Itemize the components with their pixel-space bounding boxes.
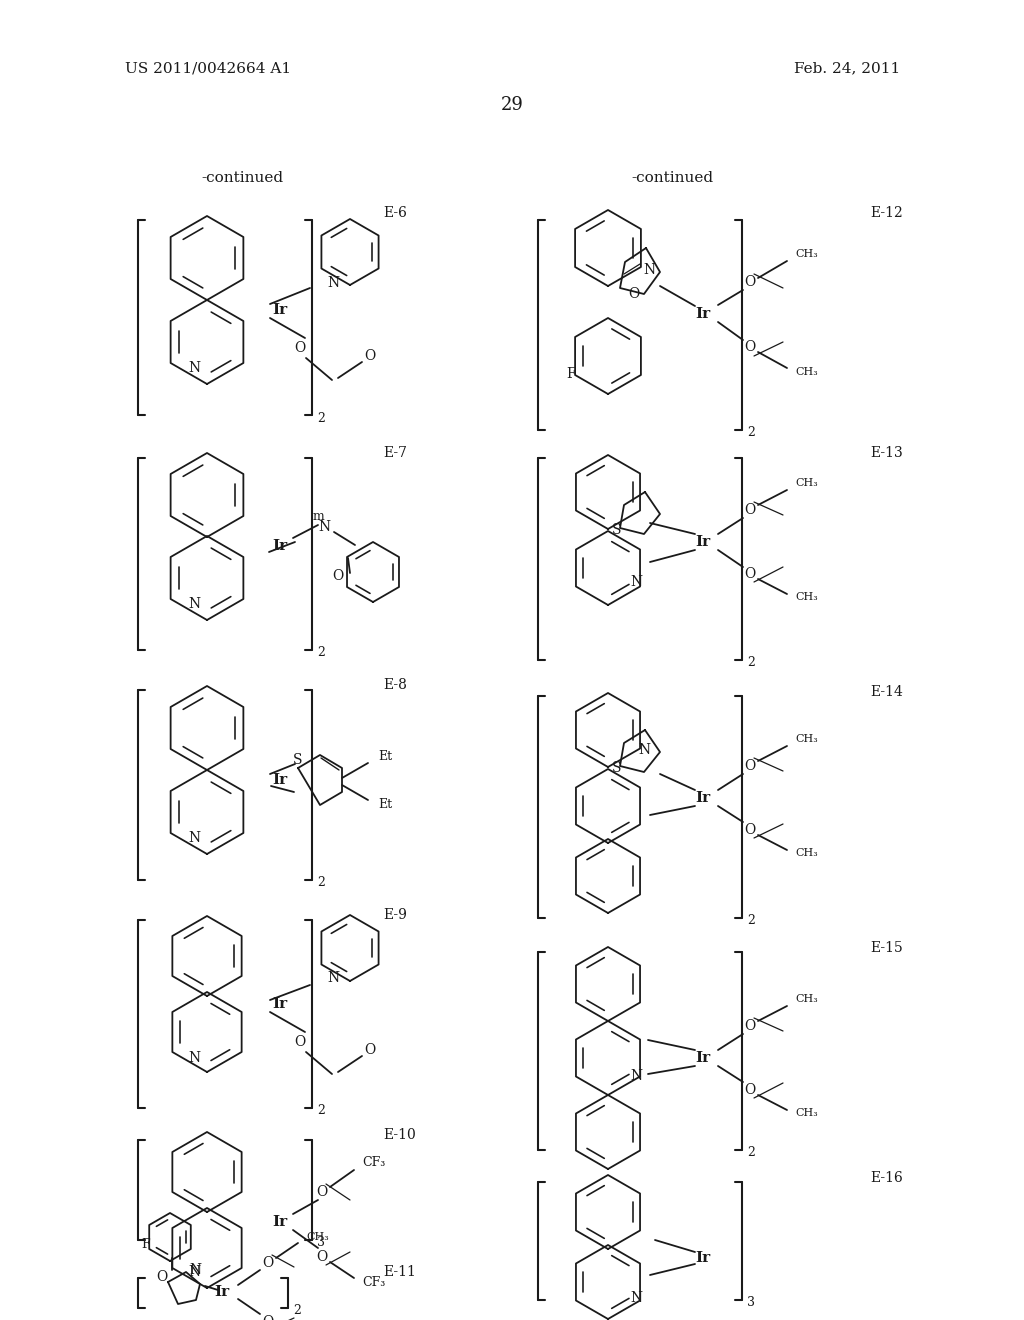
Text: O: O xyxy=(365,1043,376,1057)
Text: 2: 2 xyxy=(746,426,755,440)
Text: F: F xyxy=(566,367,575,381)
Text: Ir: Ir xyxy=(695,1251,711,1265)
Text: E-13: E-13 xyxy=(870,446,903,459)
Text: N: N xyxy=(188,1265,200,1279)
Text: N: N xyxy=(188,597,200,611)
Text: N: N xyxy=(630,576,642,589)
Text: N: N xyxy=(188,1051,200,1065)
Text: O: O xyxy=(629,286,640,301)
Text: E-14: E-14 xyxy=(870,685,903,700)
Text: E-11: E-11 xyxy=(383,1265,416,1279)
Text: 2: 2 xyxy=(746,915,755,928)
Text: E-7: E-7 xyxy=(383,446,407,459)
Text: N: N xyxy=(630,1069,642,1082)
Text: O: O xyxy=(294,341,305,355)
Text: N: N xyxy=(638,743,650,756)
Text: N: N xyxy=(188,360,200,375)
Text: Ir: Ir xyxy=(272,539,288,553)
Text: N: N xyxy=(189,1263,201,1276)
Text: S: S xyxy=(293,752,303,767)
Text: O: O xyxy=(744,1082,756,1097)
Text: m: m xyxy=(312,510,324,523)
Text: N: N xyxy=(327,276,339,290)
Text: F: F xyxy=(141,1238,151,1250)
Text: 2: 2 xyxy=(746,656,755,669)
Text: O: O xyxy=(744,759,756,774)
Text: Ir: Ir xyxy=(695,1051,711,1065)
Text: O: O xyxy=(744,503,756,517)
Text: 2: 2 xyxy=(317,647,325,660)
Text: O: O xyxy=(365,348,376,363)
Text: N: N xyxy=(630,1291,642,1305)
Text: E-10: E-10 xyxy=(383,1129,416,1142)
Text: O: O xyxy=(744,822,756,837)
Text: O: O xyxy=(262,1315,273,1320)
Text: O: O xyxy=(316,1250,328,1265)
Text: O: O xyxy=(262,1257,273,1270)
Text: CH₃: CH₃ xyxy=(795,994,818,1005)
Text: E-9: E-9 xyxy=(383,908,407,921)
Text: CF₃: CF₃ xyxy=(362,1156,385,1170)
Text: Ir: Ir xyxy=(272,1214,288,1229)
Text: CH₃: CH₃ xyxy=(306,1232,329,1242)
Text: Ir: Ir xyxy=(695,791,711,805)
Text: CH₃: CH₃ xyxy=(795,734,818,744)
Text: S: S xyxy=(612,762,622,775)
Text: Ir: Ir xyxy=(272,774,288,787)
Text: 29: 29 xyxy=(501,96,523,114)
Text: E-16: E-16 xyxy=(870,1171,903,1185)
Text: E-15: E-15 xyxy=(870,941,903,954)
Text: -continued: -continued xyxy=(201,172,283,185)
Text: O: O xyxy=(744,341,756,354)
Text: O: O xyxy=(316,1185,328,1199)
Text: N: N xyxy=(643,263,655,277)
Text: O: O xyxy=(294,1035,305,1049)
Text: O: O xyxy=(744,568,756,581)
Text: Ir: Ir xyxy=(695,308,711,321)
Text: Ir: Ir xyxy=(214,1284,229,1299)
Text: O: O xyxy=(157,1270,168,1284)
Text: 2: 2 xyxy=(317,876,325,890)
Text: 2: 2 xyxy=(317,1105,325,1118)
Text: 3: 3 xyxy=(746,1296,755,1309)
Text: E-6: E-6 xyxy=(383,206,407,220)
Text: CH₃: CH₃ xyxy=(795,478,818,488)
Text: CH₃: CH₃ xyxy=(795,367,818,378)
Text: N: N xyxy=(317,520,330,535)
Text: O: O xyxy=(744,275,756,289)
Text: N: N xyxy=(327,972,339,985)
Text: Feb. 24, 2011: Feb. 24, 2011 xyxy=(794,61,900,75)
Text: 2: 2 xyxy=(317,412,325,425)
Text: N: N xyxy=(188,832,200,845)
Text: E-8: E-8 xyxy=(383,678,407,692)
Text: O: O xyxy=(744,1019,756,1034)
Text: E-12: E-12 xyxy=(870,206,903,220)
Text: 2: 2 xyxy=(293,1304,301,1316)
Text: S: S xyxy=(612,523,622,537)
Text: Ir: Ir xyxy=(272,304,288,317)
Text: 2: 2 xyxy=(746,1147,755,1159)
Text: 3: 3 xyxy=(317,1237,325,1250)
Text: US 2011/0042664 A1: US 2011/0042664 A1 xyxy=(125,61,291,75)
Text: Et: Et xyxy=(378,797,392,810)
Text: CH₃: CH₃ xyxy=(795,1107,818,1118)
Text: CF₃: CF₃ xyxy=(362,1275,385,1288)
Text: CH₃: CH₃ xyxy=(795,591,818,602)
Text: CH₃: CH₃ xyxy=(795,249,818,259)
Text: Ir: Ir xyxy=(695,535,711,549)
Text: CH₃: CH₃ xyxy=(795,847,818,858)
Text: Et: Et xyxy=(378,751,392,763)
Text: -continued: -continued xyxy=(631,172,713,185)
Text: Ir: Ir xyxy=(272,997,288,1011)
Text: O: O xyxy=(333,569,344,583)
